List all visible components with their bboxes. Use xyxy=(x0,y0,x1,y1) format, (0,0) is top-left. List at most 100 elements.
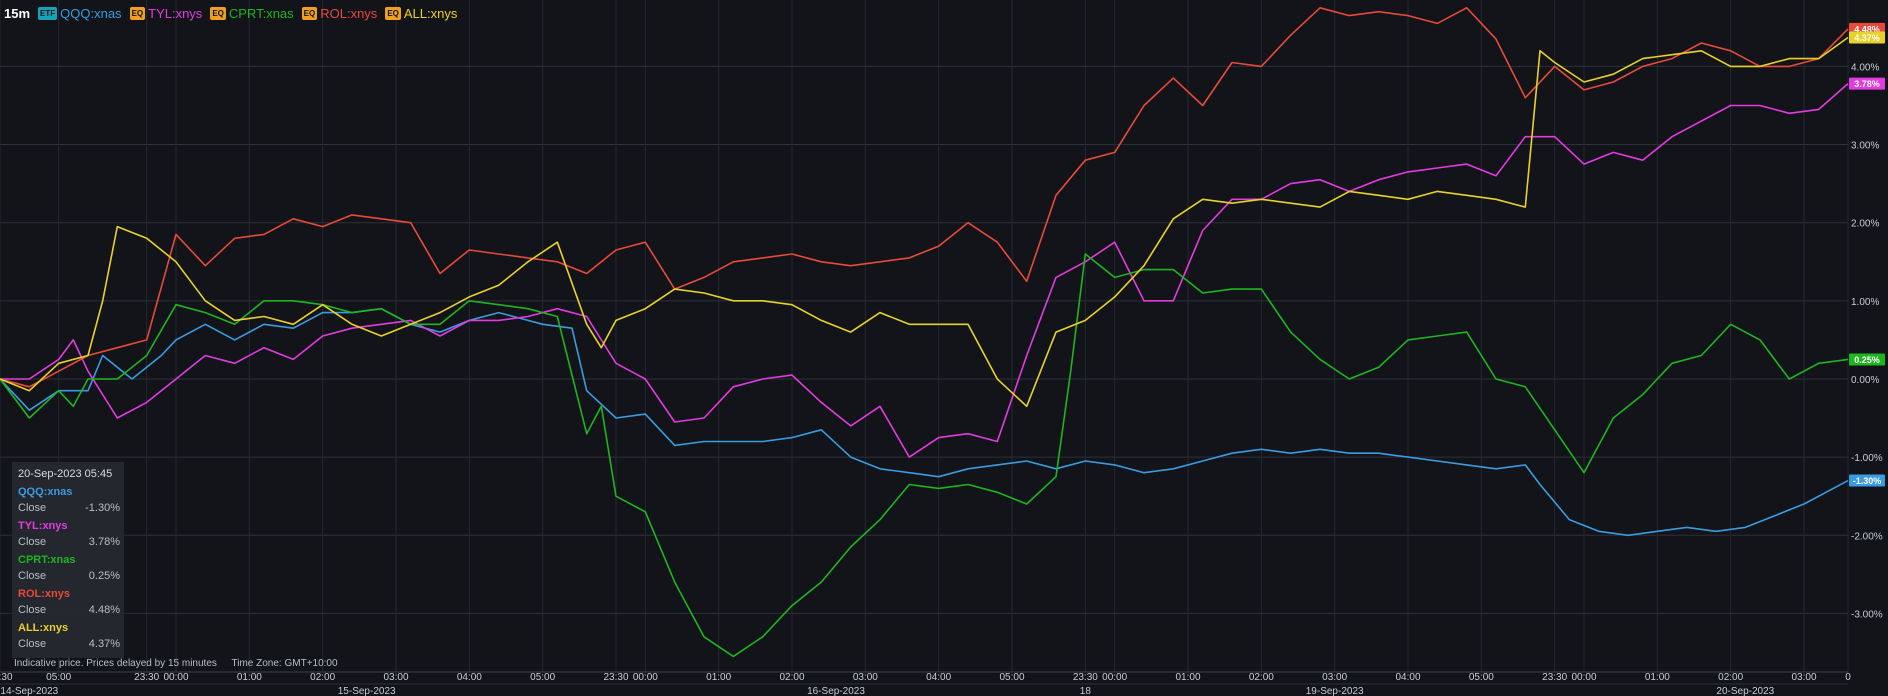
series-line-all xyxy=(0,36,1849,408)
crosshair-tooltip: 20-Sep-2023 05:45 QQQ:xnas Close -1.30% … xyxy=(12,462,124,658)
tooltip-close-label: Close xyxy=(18,604,47,616)
x-axis: 04:30 05:00 23:30 00:00 01:00 02:00 03:00 04:00… xyxy=(0,672,1851,696)
tooltip-close-label: Close xyxy=(18,638,47,650)
x-time-label: 02:00 xyxy=(1718,672,1743,683)
last-value-tag-qqq xyxy=(1849,474,1885,487)
tooltip-close-label: Close xyxy=(18,536,47,548)
tooltip-value-cprt: 0.25% xyxy=(88,570,120,582)
series-line-tyl xyxy=(0,82,1849,458)
x-time-label: 05:00 xyxy=(999,672,1024,683)
series-lines xyxy=(0,7,1849,658)
x-time-label: 01:00 xyxy=(1175,672,1200,683)
x-time-label: 03:00 xyxy=(1322,672,1347,683)
tooltip-row-qqq: Close -1.30% xyxy=(18,502,120,514)
x-time-label: 03:00 xyxy=(1791,672,1816,683)
x-date-label: 19-Sep-2023 xyxy=(1306,686,1364,696)
series-line-rol xyxy=(0,7,1849,388)
legend-label-tyl: TYL:xnys xyxy=(148,5,203,21)
x-date-label: 20-Sep-2023 xyxy=(1716,686,1774,696)
x-time-label: 05:00 xyxy=(530,672,555,683)
x-time-label: 02:00 xyxy=(1249,672,1274,683)
tooltip-date: 20-Sep-2023 05:45 xyxy=(18,468,113,480)
x-time-label: 0 xyxy=(1845,672,1851,683)
last-value-text-all: 4.37% xyxy=(1854,33,1880,43)
legend-item-qqq[interactable]: ETF QQQ:xnas xyxy=(36,6,122,21)
footer-note: Indicative price. Prices delayed by 15 m… xyxy=(14,658,350,669)
eq-badge-icon: EQ xyxy=(301,6,318,20)
x-time-label: 00:00 xyxy=(1102,672,1127,683)
y-axis: 4.00% 3.00% 2.00% 1.00% 0.00% -1.00% -2.00% -3.… xyxy=(1851,62,1883,620)
timezone-label: Time Zone: GMT+10:00 xyxy=(231,658,338,669)
tooltip-row-rol: Close 4.48% xyxy=(18,604,120,616)
y-tick-label: -3.00% xyxy=(1851,609,1883,620)
y-tick-label: 3.00% xyxy=(1851,141,1879,152)
x-time-label: 02:00 xyxy=(310,672,335,683)
x-time-label: 00:00 xyxy=(1571,672,1596,683)
tooltip-value-tyl: 3.78% xyxy=(88,536,120,548)
last-value-tag-cprt xyxy=(1849,353,1885,366)
last-value-tag-all xyxy=(1849,31,1885,44)
y-tick-label: 1.00% xyxy=(1851,297,1879,308)
etf-badge-icon: ETF xyxy=(38,6,58,20)
x-time-label: 04:00 xyxy=(457,672,482,683)
legend-label-qqq: QQQ:xnas xyxy=(60,5,122,21)
x-time-label: 23:30 xyxy=(134,672,159,683)
grid xyxy=(0,0,1849,685)
x-time-label: 00:00 xyxy=(163,672,188,683)
x-time-label: 01:00 xyxy=(237,672,262,683)
x-time-label: 23:30 xyxy=(1073,672,1098,683)
eq-badge-icon: EQ xyxy=(129,6,146,20)
last-value-text-cprt: 0.25% xyxy=(1854,355,1880,365)
eq-badge-icon: EQ xyxy=(385,6,401,20)
x-time-label: 03:00 xyxy=(853,672,878,683)
tooltip-row-tyl: Close 3.78% xyxy=(18,536,120,548)
tooltip-symbol-tyl: TYL:xnys xyxy=(18,520,68,532)
x-time-label: 05:00 xyxy=(46,672,71,683)
tooltip-value-qqq: -1.30% xyxy=(85,502,120,514)
last-value-text-tyl: 3.78% xyxy=(1854,79,1880,89)
interval-selector[interactable]: 15m xyxy=(4,5,31,21)
legend-item-all[interactable]: EQ ALL:xnys xyxy=(383,6,457,21)
x-time-label: 01:00 xyxy=(706,672,731,683)
x-time-label: 02:00 xyxy=(779,672,804,683)
series-line-qqq xyxy=(0,307,1849,537)
legend-bar: 15m ETF QQQ:xnas EQ TYL:xnys EQ CPRT:xna… xyxy=(4,4,463,22)
y-tick-label: 4.00% xyxy=(1851,62,1879,73)
last-value-labels: -1.30% 3.78% 0.25% 4.48%4.37% xyxy=(1849,22,1885,487)
x-time-label: 04:30 xyxy=(0,672,13,683)
series-line-cprt xyxy=(0,253,1849,658)
tooltip-row-cprt: Close 0.25% xyxy=(18,570,120,582)
eq-badge-icon: EQ xyxy=(210,6,226,20)
y-tick-label: -1.00% xyxy=(1851,453,1883,464)
y-tick-label: 2.00% xyxy=(1851,219,1879,230)
x-time-label: 23:30 xyxy=(603,672,628,683)
x-time-label: 04:00 xyxy=(1395,672,1420,683)
last-value-text-rol: 4.48% xyxy=(1854,24,1880,34)
legend-item-rol[interactable]: EQ ROL:xnys xyxy=(300,5,378,21)
last-value-text-qqq: -1.30% xyxy=(1853,476,1882,486)
tooltip-symbol-all: ALL:xnys xyxy=(18,622,69,634)
x-date-label: 18 xyxy=(1080,686,1092,696)
legend-label-all: ALL:xnys xyxy=(403,5,458,21)
tooltip-symbol-cprt: CPRT:xnas xyxy=(18,554,76,566)
x-time-label: 04:00 xyxy=(926,672,951,683)
tooltip-symbol-rol: ROL:xnys xyxy=(18,588,70,600)
x-time-label: 01:00 xyxy=(1645,672,1670,683)
delay-disclaimer: Indicative price. Prices delayed by 15 m… xyxy=(14,658,217,669)
x-time-label: 23:30 xyxy=(1542,672,1567,683)
tooltip-symbol-qqq: QQQ:xnas xyxy=(18,486,73,498)
x-time-label: 05:00 xyxy=(1469,672,1494,683)
legend-item-cprt[interactable]: EQ CPRT:xnas xyxy=(208,5,294,21)
tooltip-close-label: Close xyxy=(18,502,47,514)
legend-item-tyl[interactable]: EQ TYL:xnys xyxy=(128,5,203,21)
y-tick-label: -2.00% xyxy=(1851,531,1883,542)
legend-label-rol: ROL:xnys xyxy=(320,5,378,21)
tooltip-value-all: 4.37% xyxy=(88,638,120,650)
x-time-label: 03:00 xyxy=(383,672,408,683)
tooltip-value-rol: 4.48% xyxy=(88,604,120,616)
legend-label-cprt: CPRT:xnas xyxy=(228,5,294,21)
last-value-tag-tyl xyxy=(1849,77,1885,90)
y-tick-label: 0.00% xyxy=(1851,375,1879,386)
x-time-label: 00:00 xyxy=(633,672,658,683)
